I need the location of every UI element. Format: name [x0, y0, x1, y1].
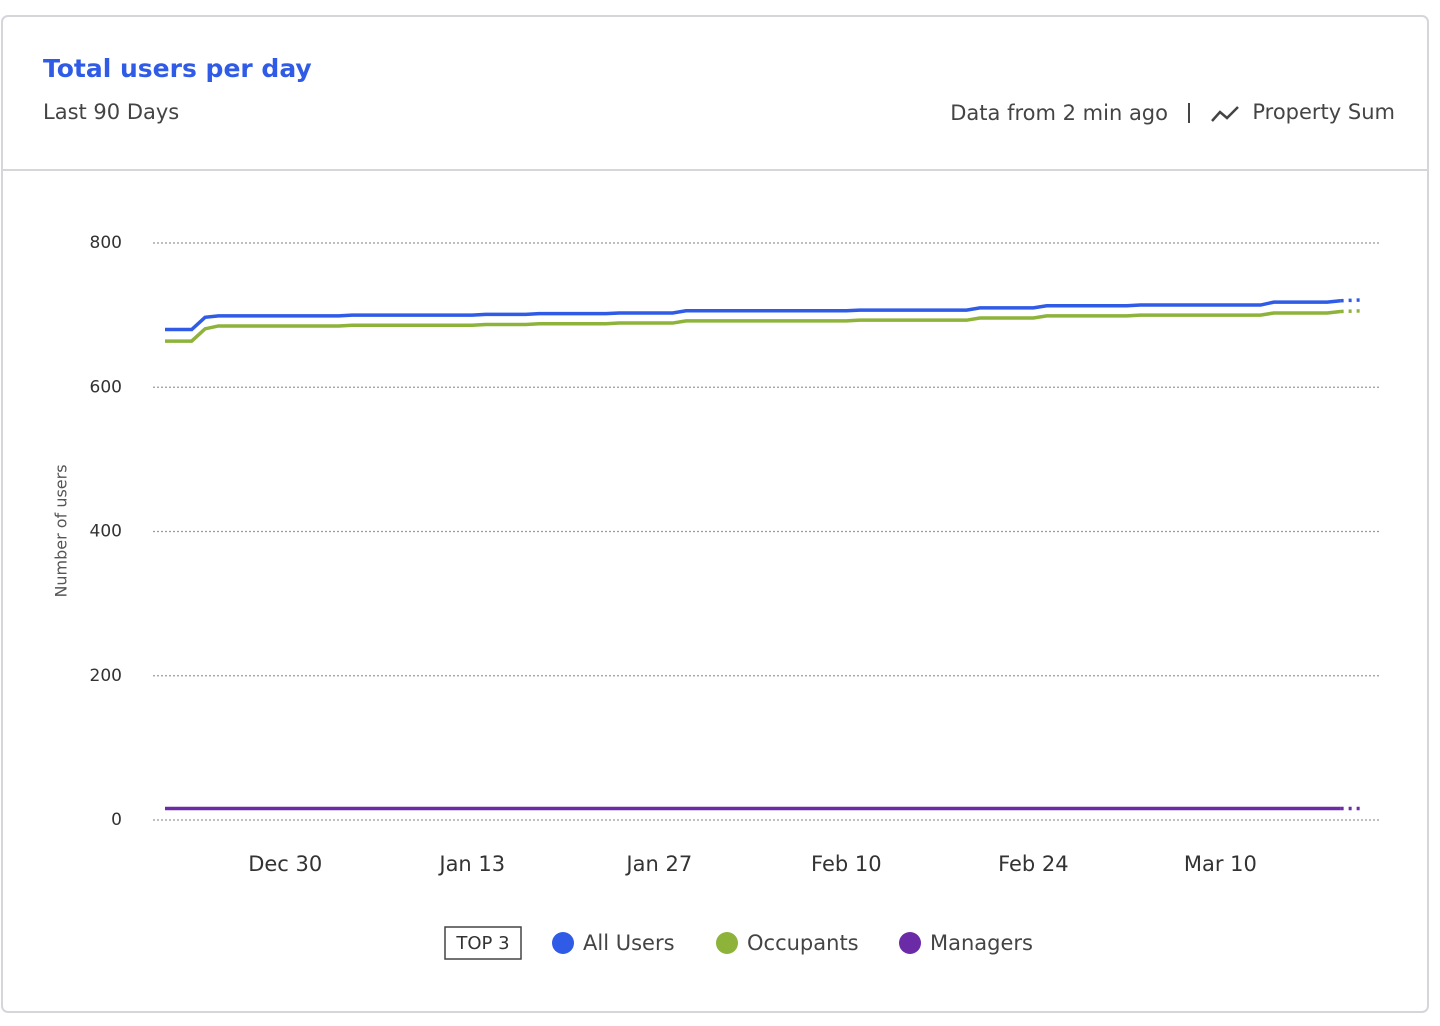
legend-badge: TOP 3: [455, 933, 509, 954]
chart-title[interactable]: Total users per day: [43, 54, 312, 83]
subtitle: Last 90 Days: [43, 100, 179, 124]
legend-swatch[interactable]: [552, 932, 574, 954]
legend-swatch[interactable]: [716, 932, 738, 954]
y-axis-label: Number of users: [52, 464, 71, 597]
series-line: [165, 309, 1341, 343]
y-tick-label: 800: [90, 233, 122, 253]
x-tick-label: Feb 10: [811, 852, 882, 876]
metric-icon: [1211, 106, 1239, 122]
legend-label[interactable]: All Users: [583, 931, 675, 955]
y-tick-label: 200: [90, 666, 122, 686]
x-tick-label: Jan 13: [437, 852, 505, 876]
x-tick-label: Mar 10: [1184, 852, 1257, 876]
series-line: [165, 298, 1341, 332]
legend-label[interactable]: Occupants: [747, 931, 859, 955]
series-line-partial: [1340, 309, 1363, 314]
y-tick-label: 0: [111, 810, 122, 830]
y-tick-label: 400: [90, 522, 122, 542]
card-border: [1, 15, 1429, 1013]
series-line-partial: [1340, 298, 1363, 303]
x-tick-label: Dec 30: [248, 852, 322, 876]
x-tick-label: Feb 24: [998, 852, 1069, 876]
x-tick-label: Jan 27: [624, 852, 692, 876]
legend-badge-box: [444, 926, 522, 960]
data-freshness: Data from 2 min ago: [950, 101, 1168, 125]
metric[interactable]: Property Sum: [1252, 100, 1395, 124]
y-tick-label: 600: [90, 377, 122, 397]
legend-swatch[interactable]: [899, 932, 921, 954]
legend-label[interactable]: Managers: [930, 931, 1033, 955]
